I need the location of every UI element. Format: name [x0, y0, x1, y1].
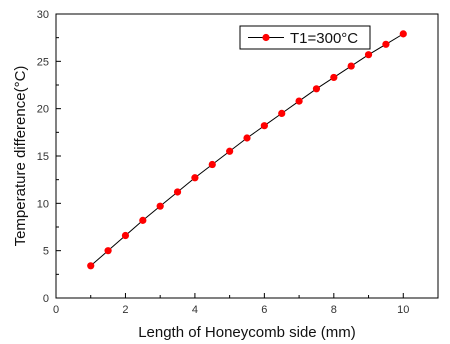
axis-ticks: 0 2 4 6 8 10 0 5 10 15 20 25 30 [37, 9, 410, 316]
data-point [191, 174, 199, 182]
y-tick-label: 5 [43, 246, 49, 258]
x-tick-label: 10 [397, 304, 409, 316]
y-axis-title: Temperature difference(°C) [12, 66, 29, 247]
x-tick-label: 4 [192, 304, 198, 316]
legend-label: T1=300°C [290, 30, 358, 47]
data-point [347, 62, 355, 70]
data-point [312, 85, 321, 93]
data-point [87, 262, 95, 270]
data-point [156, 202, 164, 210]
data-point [121, 231, 130, 240]
legend: T1=300°C [239, 25, 371, 50]
plot-frame [55, 13, 439, 299]
legend-marker [262, 33, 270, 42]
y-tick-label: 15 [37, 151, 49, 163]
data-point [208, 160, 216, 169]
x-tick-label: 0 [53, 304, 59, 316]
data-point [399, 30, 407, 38]
data-point [295, 97, 303, 105]
data-point [139, 216, 147, 224]
data-point [364, 51, 373, 59]
data-point [104, 247, 112, 255]
series-layer [87, 30, 407, 270]
x-tick-label: 8 [331, 304, 337, 316]
y-tick-label: 30 [37, 9, 49, 21]
data-point [173, 188, 182, 196]
y-tick-label: 20 [37, 104, 49, 116]
data-point [226, 147, 234, 155]
data-point [278, 109, 286, 117]
x-axis-title: Length of Honeycomb side (mm) [138, 324, 356, 341]
y-tick-label: 0 [43, 293, 49, 305]
x-tick-label: 6 [261, 304, 267, 316]
data-point [260, 122, 268, 130]
legend-box [239, 25, 371, 50]
y-tick-label: 10 [37, 198, 49, 210]
data-point [330, 73, 338, 82]
data-point [243, 134, 251, 142]
y-tick-label: 25 [37, 56, 49, 68]
data-point [382, 40, 390, 48]
series-line [90, 33, 404, 267]
x-tick-label: 2 [122, 304, 128, 316]
